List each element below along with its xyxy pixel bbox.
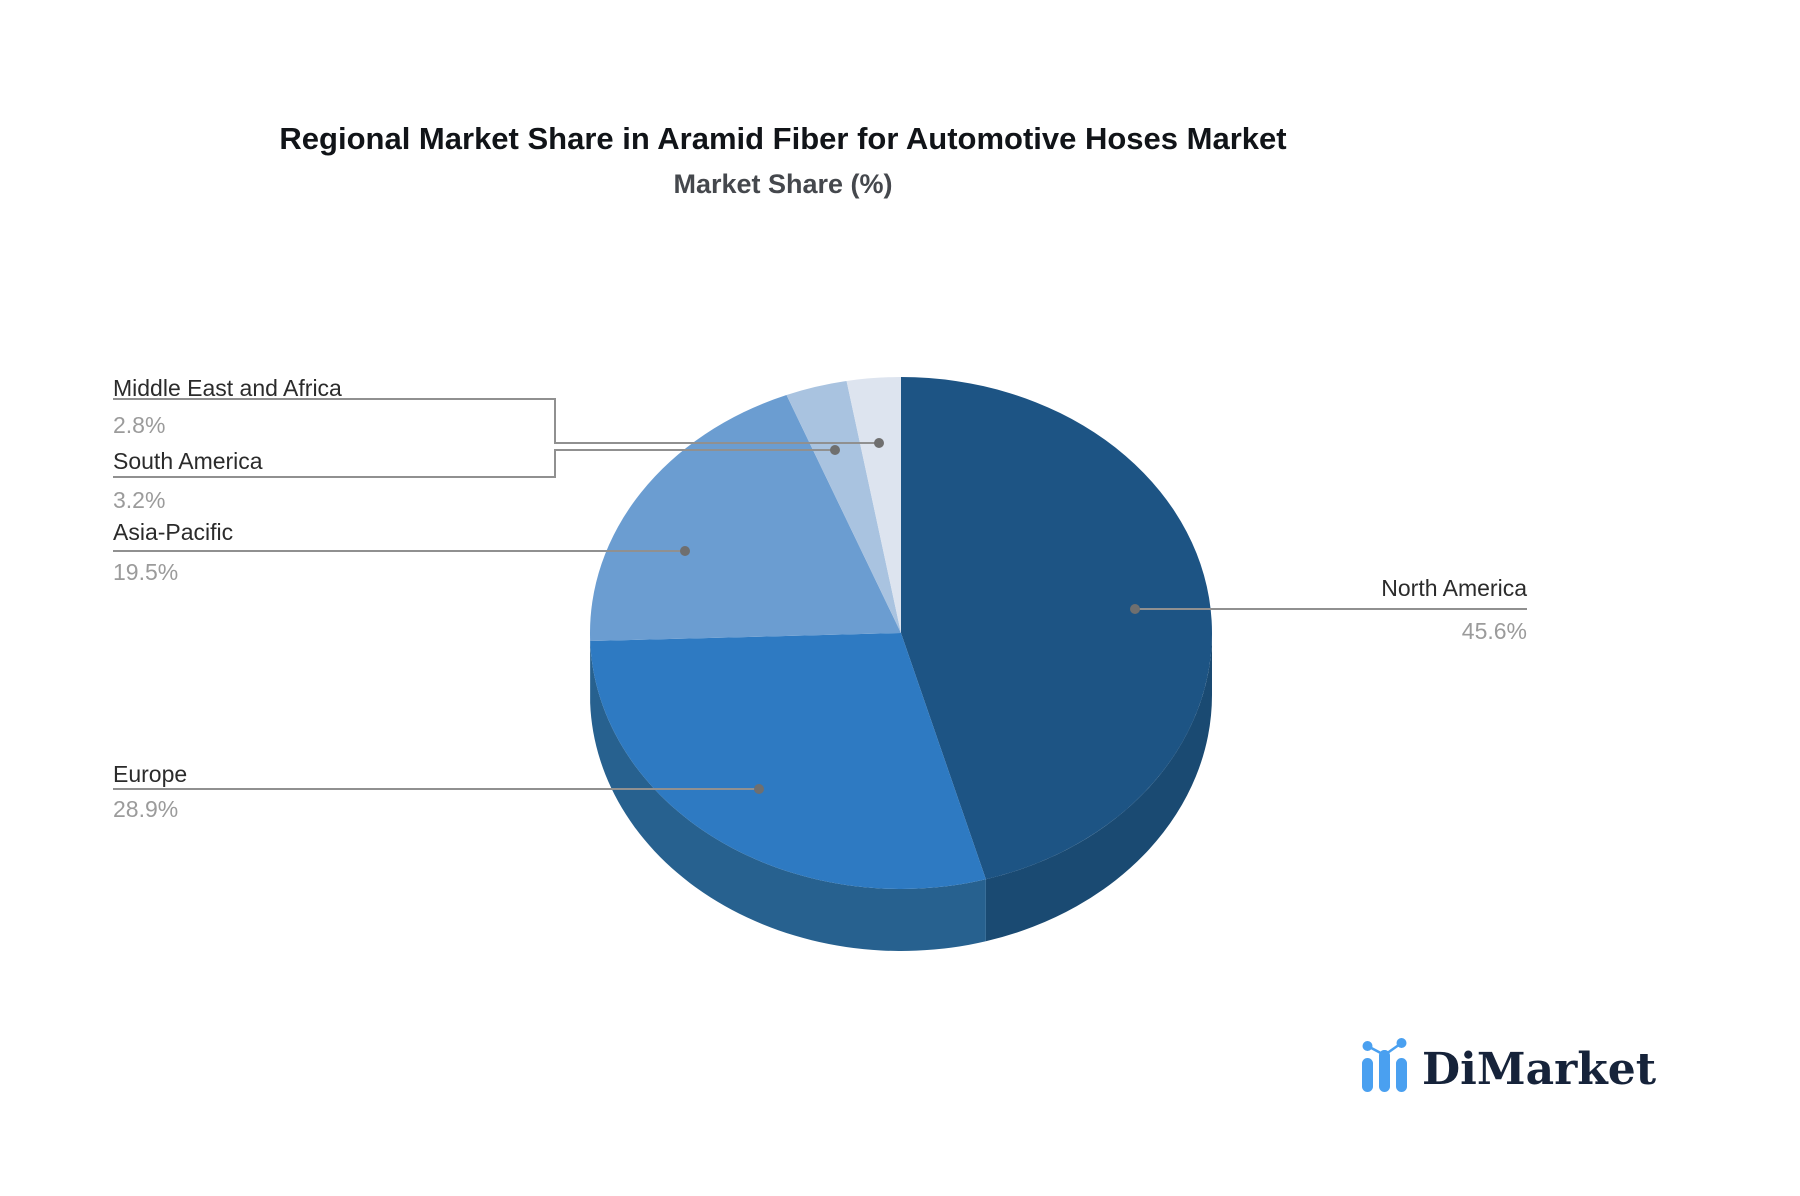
leader-dot-europe	[754, 784, 764, 794]
chart-title: Regional Market Share in Aramid Fiber fo…	[279, 121, 1287, 156]
pie-slice-asia-pacific[interactable]	[590, 394, 901, 642]
brand-logo-text: DiMarket	[1422, 1044, 1657, 1095]
leader-line-middle-east-and-africa	[113, 398, 879, 444]
leader-dot-south-america	[830, 445, 840, 455]
pie-slice-middle-east-and-africa[interactable]	[846, 377, 901, 633]
logo-chart-icon	[1362, 1038, 1407, 1092]
brand-logo: DiMarket	[1360, 1036, 1656, 1094]
pie-slice-side-north-america	[985, 633, 1212, 942]
pie-slice-side-europe	[590, 641, 986, 951]
pie-slice-north-america[interactable]	[901, 377, 1213, 880]
pie-slice-europe[interactable]	[590, 633, 986, 890]
leader-dot-asia-pacific	[680, 546, 690, 556]
leader-dot-middle-east-and-africa	[874, 438, 884, 448]
chart-subtitle: Market Share (%)	[673, 169, 893, 199]
leader-line-south-america	[113, 449, 835, 478]
leader-dot-north-america	[1130, 604, 1140, 614]
